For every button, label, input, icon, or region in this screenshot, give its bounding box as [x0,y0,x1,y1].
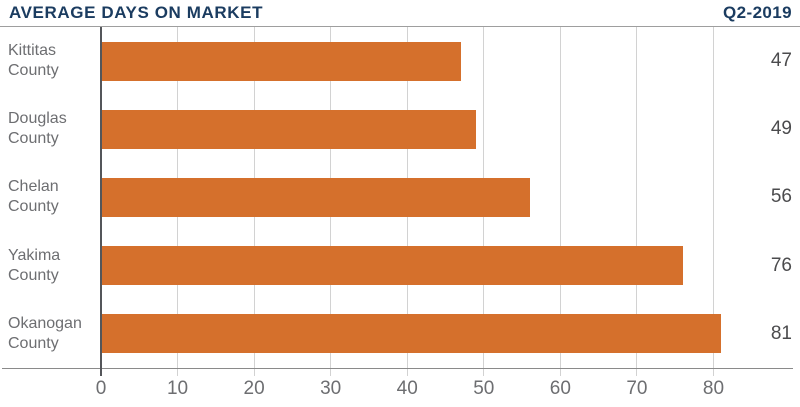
x-tick-label-50: 50 [473,378,495,399]
bar-kittitas-county [101,41,461,81]
value-label-2: 49 [770,118,792,140]
value-label-3: 56 [770,186,792,208]
chart-title: AVERAGE DAYS ON MARKET [9,3,264,22]
category-label-5: Okanogan County [8,314,82,352]
category-label-2: Douglas County [8,110,67,148]
value-label-5: 81 [770,322,792,344]
x-tick-label-70: 70 [626,378,648,399]
x-tick-label-80: 80 [702,378,725,399]
bar-yakima-county [101,246,683,286]
gridline-70 [636,27,638,376]
bar-douglas-county [101,109,477,149]
x-tick-label-60: 60 [549,378,571,399]
quarter-badge: Q2-2019 [723,3,792,22]
bar-chelan-county [101,178,530,217]
value-label-4: 76 [770,254,792,276]
x-tick-label-30: 30 [320,378,342,399]
value-label-1: 47 [770,50,792,72]
x-axis-line [2,368,793,369]
gridline-80 [713,27,714,376]
category-label-1: Kittitas County [8,42,59,80]
bar-okanogan-county [101,314,722,354]
category-label-3: Chelan County [8,178,59,216]
gridline-60 [559,27,561,376]
x-tick-label-0: 0 [95,378,107,399]
category-label-4: Yakima County [8,246,61,284]
x-tick-label-10: 10 [166,378,189,399]
x-tick-label-40: 40 [396,378,418,399]
chart-header: AVERAGE DAYS ON MARKET Q2-2019 [0,0,800,27]
y-axis-line [100,27,102,376]
x-tick-label-20: 20 [243,378,265,399]
